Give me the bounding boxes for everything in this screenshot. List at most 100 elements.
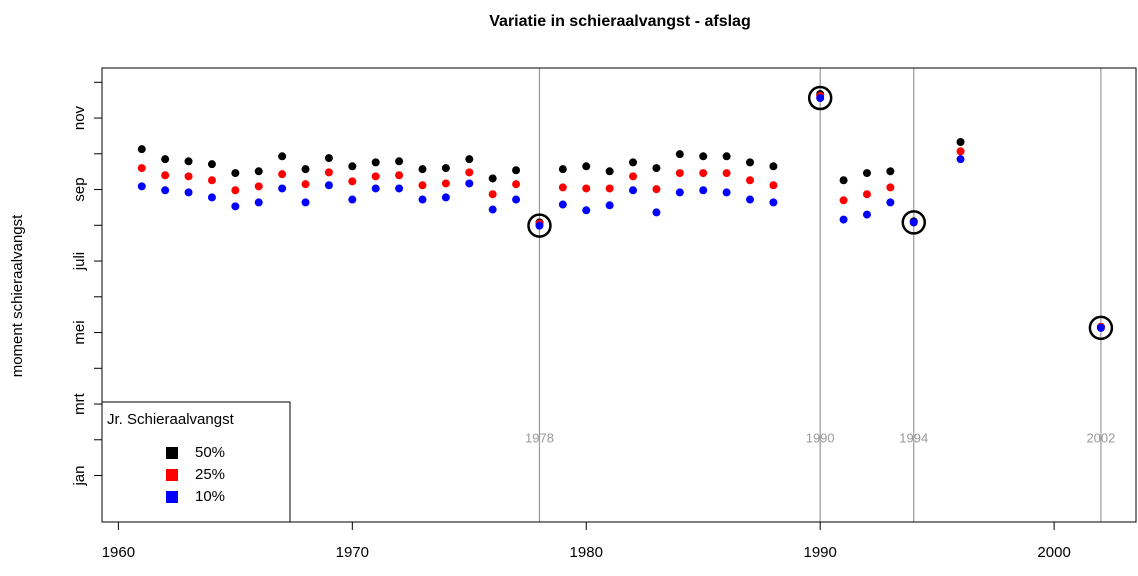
data-point: [956, 155, 965, 164]
x-tick-label: 1980: [570, 544, 603, 561]
data-point: [254, 198, 263, 207]
data-point: [441, 179, 450, 188]
data-point: [254, 182, 263, 191]
data-point: [324, 154, 333, 163]
data-point: [184, 157, 193, 166]
data-point: [207, 176, 216, 185]
data-point: [418, 195, 427, 204]
y-tick-label: mrt: [71, 392, 88, 414]
legend-label: 50%: [195, 444, 225, 461]
data-point: [465, 168, 474, 177]
data-point: [231, 169, 240, 178]
data-point: [465, 155, 474, 164]
data-point: [746, 176, 755, 185]
data-point: [207, 193, 216, 202]
data-point: [418, 165, 427, 174]
data-point: [488, 190, 497, 199]
data-point: [231, 186, 240, 195]
data-point: [699, 169, 708, 178]
data-point: [161, 171, 170, 180]
data-point: [956, 137, 965, 146]
data-point: [862, 190, 871, 199]
data-point: [886, 183, 895, 192]
data-point: [886, 167, 895, 176]
data-point: [348, 195, 357, 204]
legend-label: 25%: [195, 466, 225, 483]
data-point: [278, 170, 287, 179]
data-point: [301, 180, 310, 189]
data-point: [582, 162, 591, 171]
data-point: [746, 158, 755, 167]
legend-title: Jr. Schieraalvangst: [107, 411, 235, 428]
data-point: [652, 164, 661, 173]
data-point: [862, 210, 871, 219]
y-tick-label: jan: [71, 466, 88, 487]
data-point: [324, 168, 333, 177]
data-point: [558, 183, 567, 192]
legend-swatch: [166, 491, 178, 503]
data-point: [418, 181, 427, 190]
data-point: [535, 221, 544, 230]
data-point: [395, 184, 404, 193]
data-point: [184, 188, 193, 197]
data-point: [278, 152, 287, 161]
data-point: [699, 186, 708, 195]
data-point: [558, 200, 567, 209]
data-point: [956, 147, 965, 156]
data-point: [161, 186, 170, 195]
data-point: [137, 145, 146, 154]
reference-label: 1978: [525, 430, 554, 445]
data-point: [582, 206, 591, 215]
data-point: [816, 94, 825, 103]
x-tick-label: 1990: [803, 544, 836, 561]
data-point: [137, 164, 146, 173]
highlight-circle: [1088, 315, 1114, 341]
legend-box: [101, 401, 291, 523]
data-point: [629, 158, 638, 167]
y-tick-label: mei: [71, 320, 88, 344]
data-point: [675, 188, 684, 197]
data-point: [886, 198, 895, 207]
data-point: [137, 182, 146, 191]
data-point: [278, 184, 287, 193]
data-point: [558, 165, 567, 174]
data-point: [629, 172, 638, 181]
data-point: [746, 195, 755, 204]
data-point: [675, 150, 684, 159]
data-point: [465, 179, 474, 188]
y-tick-label: nov: [71, 105, 88, 130]
data-point: [348, 162, 357, 171]
data-point: [395, 171, 404, 180]
data-point: [582, 184, 591, 193]
x-tick-label: 1970: [336, 544, 369, 561]
data-point: [441, 164, 450, 173]
data-point: [629, 186, 638, 195]
data-point: [909, 218, 918, 227]
y-tick-label: sep: [71, 177, 88, 201]
data-point: [512, 166, 521, 175]
data-point: [699, 152, 708, 161]
data-point: [839, 196, 848, 205]
reference-label: 2002: [1086, 430, 1115, 445]
data-point: [722, 188, 731, 197]
data-point: [605, 201, 614, 210]
highlight-circle: [901, 210, 927, 235]
data-point: [512, 180, 521, 189]
data-point: [675, 169, 684, 178]
data-point: [1096, 323, 1105, 332]
legend-label: 10%: [195, 488, 225, 505]
data-point: [441, 193, 450, 202]
data-point: [371, 158, 380, 167]
data-point: [488, 174, 497, 183]
reference-label: 1994: [899, 430, 928, 445]
data-point: [207, 160, 216, 169]
data-point: [769, 162, 778, 171]
data-point: [395, 157, 404, 166]
data-point: [839, 176, 848, 185]
data-point: [371, 184, 380, 193]
data-point: [301, 198, 310, 207]
legend-swatch: [166, 447, 178, 459]
x-tick-label: 1960: [102, 544, 135, 561]
data-point: [324, 181, 333, 190]
